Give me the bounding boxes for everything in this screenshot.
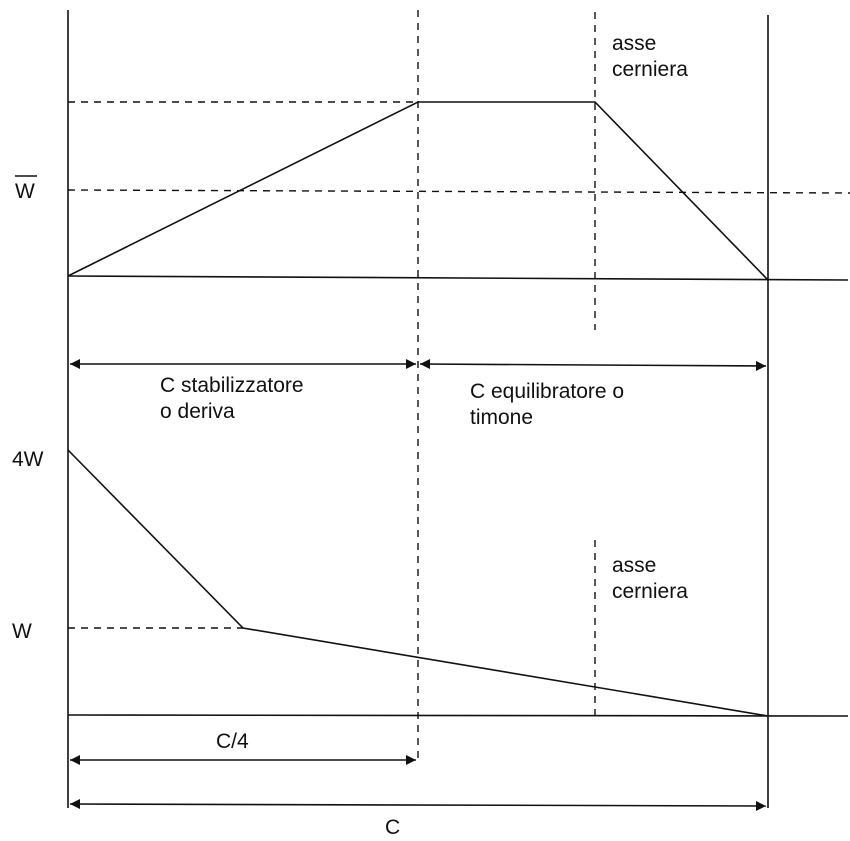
bottom-y-label-4w: 4W [12,448,44,471]
top-load-curve [67,101,769,281]
chord-arrow [69,799,767,811]
elevator-span-label-2: timone [470,406,533,429]
top-hinge-label-1: asse [612,32,656,55]
top-baseline [67,275,849,281]
top-mean-level-dashed [67,189,850,194]
stabilizer-span-label-2: o deriva [160,400,235,423]
bottom-hinge-label-1: asse [612,554,656,577]
chord-label: C [385,816,400,839]
top-hinge-label-2: cerniera [612,58,688,81]
quarter-chord-label: C/4 [216,730,249,753]
stabilizer-span-label-1: C stabilizzatore [160,374,304,397]
bottom-baseline [67,714,849,717]
bottom-y-label-w: W [12,620,32,643]
elevator-span-arrow [419,359,767,371]
bottom-hinge-label-2: cerniera [612,580,688,603]
elevator-span-label-1: C equilibratore o [470,380,624,403]
top-y-label: W [15,180,35,203]
